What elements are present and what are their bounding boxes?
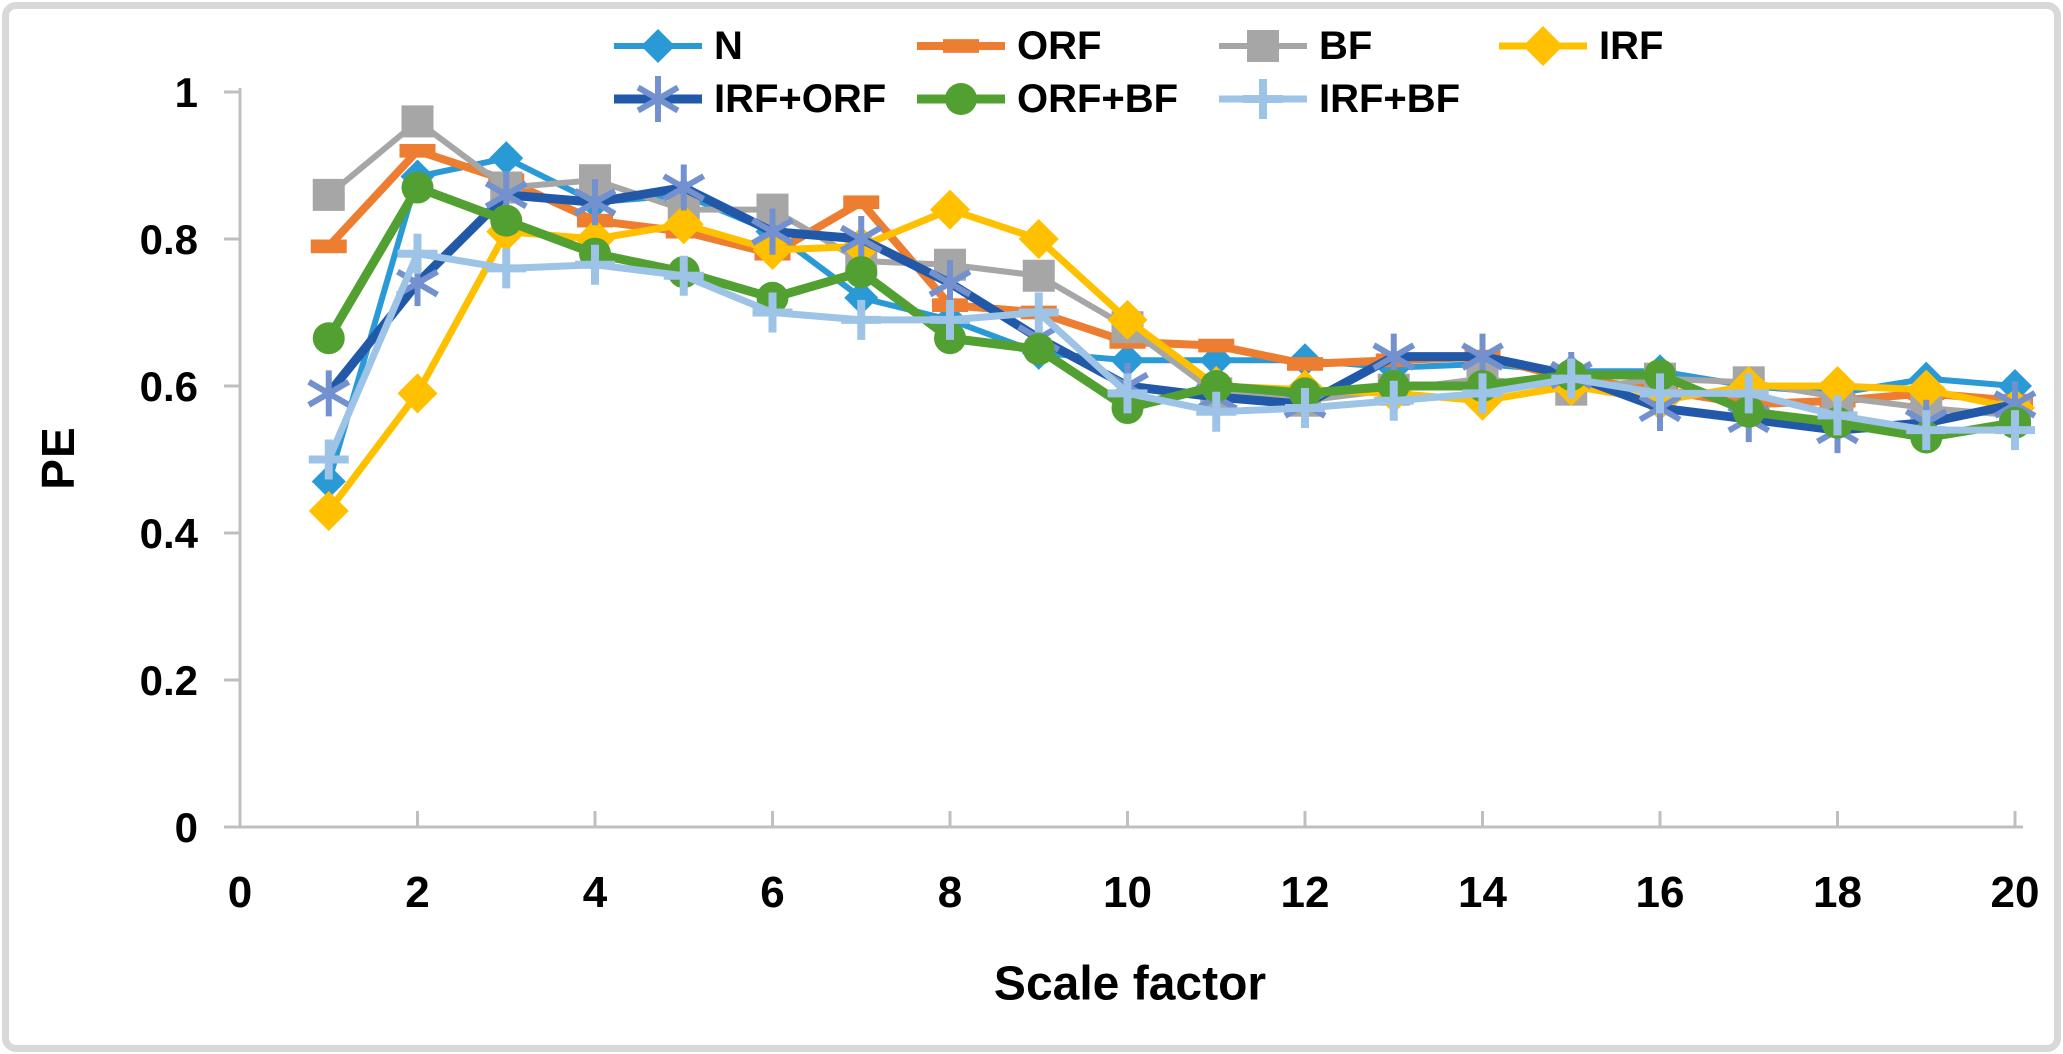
- series-marker-IRF+ORF: [839, 216, 883, 262]
- series-marker-IRF: [1107, 299, 1148, 340]
- series-marker-IRF: [930, 189, 970, 230]
- y-tick-label: 0.6: [140, 363, 198, 410]
- x-tick-label: 12: [1281, 868, 1330, 917]
- legend-marker-N: [614, 29, 702, 63]
- series-marker-IRF: [308, 490, 349, 531]
- legend-label-IRF+ORF: IRF+ORF: [714, 76, 887, 121]
- series-marker-BF: [312, 178, 345, 211]
- series-marker-IRF+ORF: [928, 260, 972, 307]
- series-marker-IRF: [397, 373, 438, 414]
- series-marker-IRF+ORF: [662, 164, 706, 211]
- series-marker-BF: [401, 105, 434, 138]
- x-tick-label: 14: [1458, 868, 1507, 917]
- legend-marker-ORF: [917, 39, 1005, 53]
- series-marker-IRF+BF: [1995, 410, 2035, 451]
- legend-item-IRF+BF: IRF+BF: [1217, 71, 1460, 127]
- legend-item-ORF: ORF: [915, 18, 1101, 74]
- series-marker-ORF: [399, 143, 436, 158]
- series-marker-ORF: [1198, 338, 1235, 353]
- y-tick-label: 0.2: [140, 657, 198, 704]
- legend-marker-ORF+BF: [917, 83, 1005, 115]
- legend-marker-BF: [1219, 30, 1307, 62]
- series-marker-IRF+BF: [1817, 395, 1858, 436]
- legend-item-IRF: IRF: [1497, 18, 1663, 74]
- series-marker-ORF+BF: [845, 256, 878, 289]
- x-tick-label: 2: [405, 868, 429, 917]
- legend: N ORF BF IRF IRF+ORF ORF+BF IRF+BF: [0, 0, 2063, 160]
- legend-item-BF: BF: [1217, 18, 1372, 74]
- y-tick-label: 0.8: [140, 216, 198, 263]
- x-tick-label: 18: [1813, 868, 1862, 917]
- series-marker-IRF+BF: [663, 255, 704, 296]
- x-axis-title: Scale factor: [993, 957, 1267, 1011]
- legend-label-N: N: [714, 23, 743, 68]
- series-marker-IRF+BF: [1285, 388, 1325, 429]
- series-marker-IRF: [1906, 369, 1947, 410]
- legend-label-BF: BF: [1319, 23, 1373, 68]
- series-marker-IRF+ORF: [307, 370, 351, 417]
- legend-marker-IRF: [1499, 26, 1587, 66]
- series-marker-BF: [1022, 259, 1055, 292]
- y-axis-title: PE: [32, 426, 84, 490]
- legend-label-IRF: IRF: [1599, 23, 1664, 68]
- x-tick-label: 8: [938, 868, 962, 917]
- legend-marker-IRF+BF: [1219, 79, 1307, 119]
- series-marker-IRF+BF: [486, 248, 527, 289]
- x-tick-label: 20: [1991, 868, 2040, 917]
- x-tick-label: 4: [583, 868, 608, 917]
- series-marker-IRF+BF: [308, 439, 349, 480]
- series-marker-ORF: [843, 195, 880, 210]
- series-marker-IRF: [1817, 366, 1858, 406]
- series-marker-IRF+BF: [1906, 410, 1947, 451]
- series-marker-N: [311, 464, 346, 499]
- series-marker-ORF: [1287, 357, 1323, 371]
- series-marker-IRF+BF: [1018, 292, 1059, 333]
- y-tick-label: 0.4: [140, 510, 199, 557]
- x-tick-label: 10: [1103, 868, 1152, 917]
- series-marker-IRF+BF: [752, 292, 793, 333]
- x-tick-label: 6: [760, 868, 784, 917]
- series-marker-N: [844, 280, 879, 315]
- series-marker-ORF+BF: [1022, 333, 1055, 366]
- series-marker-ORF+BF: [312, 322, 345, 355]
- series-marker-IRF+BF: [930, 299, 970, 340]
- y-tick-label: 0: [175, 804, 198, 851]
- x-tick-label: 16: [1636, 868, 1685, 917]
- series-marker-IRF+BF: [1196, 391, 1237, 432]
- legend-item-ORF+BF: ORF+BF: [915, 71, 1178, 127]
- series-marker-ORF+BF: [401, 171, 434, 204]
- series-marker-N: [489, 141, 524, 176]
- series-marker-ORF+BF: [1200, 370, 1233, 402]
- series-marker-IRF+BF: [1373, 380, 1414, 421]
- x-tick-label: 0: [228, 868, 252, 917]
- series-marker-IRF+BF: [1107, 373, 1148, 414]
- legend-item-IRF+ORF: IRF+ORF: [612, 71, 886, 127]
- legend-label-IRF+BF: IRF+BF: [1319, 76, 1461, 121]
- series-marker-IRF+ORF: [751, 208, 794, 255]
- series-marker-ORF: [310, 239, 347, 254]
- legend-item-N: N: [612, 18, 743, 74]
- series-marker-N: [1110, 343, 1145, 378]
- series-marker-IRF: [1018, 219, 1059, 259]
- series-marker-IRF+BF: [1462, 373, 1503, 414]
- series-marker-IRF: [663, 204, 704, 245]
- series-marker-IRF+BF: [397, 233, 438, 274]
- y-tick-label: 1: [175, 69, 198, 116]
- series-marker-IRF+BF: [575, 244, 615, 285]
- series-marker-IRF+BF: [841, 299, 882, 340]
- legend-label-ORF: ORF: [1017, 23, 1102, 68]
- legend-label-ORF+BF: ORF+BF: [1017, 76, 1179, 121]
- legend-marker-IRF+ORF: [614, 76, 702, 122]
- series-marker-IRF+ORF: [573, 179, 617, 226]
- series-marker-IRF+BF: [1728, 373, 1769, 414]
- series-marker-ORF+BF: [490, 204, 523, 237]
- series-marker-IRF+BF: [1640, 373, 1680, 414]
- series-marker-IRF+BF: [1551, 358, 1592, 399]
